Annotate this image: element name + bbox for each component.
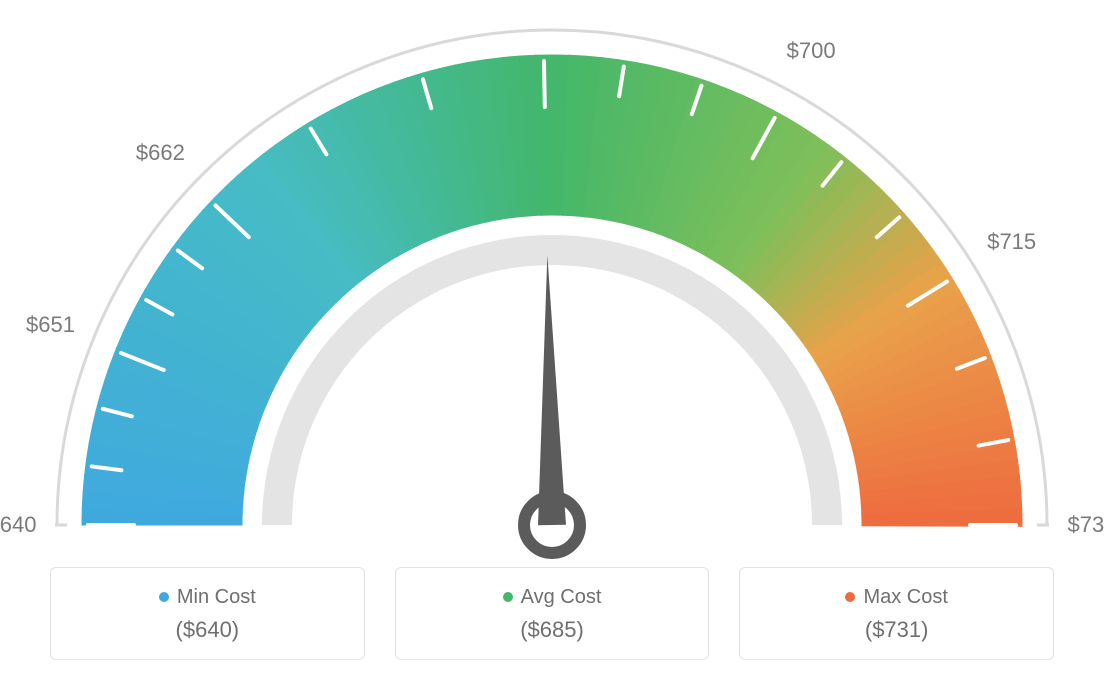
avg-dot-icon xyxy=(503,592,513,602)
gauge-tick-label: $731 xyxy=(1068,512,1104,538)
gauge-needle xyxy=(538,255,566,525)
gauge-svg xyxy=(0,0,1104,560)
legend-min-value: ($640) xyxy=(61,617,354,643)
legend-avg-value: ($685) xyxy=(406,617,699,643)
legend-avg-cost: Avg Cost ($685) xyxy=(395,567,710,660)
legend-avg-title-text: Avg Cost xyxy=(521,586,602,608)
gauge-tick-label: $662 xyxy=(136,140,185,166)
legend-min-title: Min Cost xyxy=(61,586,354,609)
legend-row: Min Cost ($640) Avg Cost ($685) Max Cost… xyxy=(50,567,1054,660)
gauge-tick-label: $640 xyxy=(0,512,36,538)
gauge-tick-label: $651 xyxy=(26,312,75,338)
legend-min-cost: Min Cost ($640) xyxy=(50,567,365,660)
max-dot-icon xyxy=(845,592,855,602)
legend-max-value: ($731) xyxy=(750,617,1043,643)
legend-max-title-text: Max Cost xyxy=(863,586,947,608)
min-dot-icon xyxy=(159,592,169,602)
gauge-tick-label: $700 xyxy=(787,38,836,64)
gauge-tick-label: $715 xyxy=(987,229,1036,255)
legend-avg-title: Avg Cost xyxy=(406,586,699,609)
legend-max-title: Max Cost xyxy=(750,586,1043,609)
legend-max-cost: Max Cost ($731) xyxy=(739,567,1054,660)
cost-gauge-chart: $640$651$662$685$700$715$731 xyxy=(0,0,1104,560)
legend-min-title-text: Min Cost xyxy=(177,586,256,608)
